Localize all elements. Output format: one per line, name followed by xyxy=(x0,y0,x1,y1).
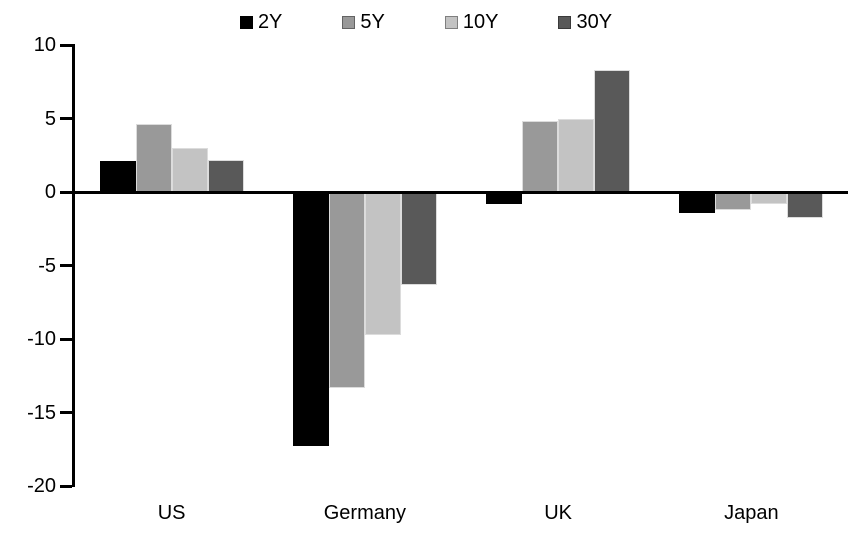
bar-germany-10y xyxy=(364,192,401,335)
legend: 2Y 5Y 10Y 30Y xyxy=(0,12,852,32)
legend-swatch-2y-icon xyxy=(239,15,253,29)
bar-japan-5y xyxy=(715,192,752,210)
legend-label-10y: 10Y xyxy=(462,11,499,33)
y-axis-tick xyxy=(60,337,72,341)
legend-item-30y: 30Y xyxy=(558,12,612,32)
y-axis-tick-label: 10 xyxy=(33,34,56,56)
zero-baseline xyxy=(75,190,848,194)
bar-us-2y xyxy=(99,161,136,192)
bar-japan-2y xyxy=(679,192,716,213)
legend-swatch-5y-icon xyxy=(342,15,356,29)
bar-uk-10y xyxy=(558,118,595,192)
y-axis-tick xyxy=(60,190,72,194)
bar-us-30y xyxy=(207,159,244,192)
legend-label-5y: 5Y xyxy=(360,11,385,33)
y-axis-tick-label: 5 xyxy=(44,107,56,130)
y-axis-tick xyxy=(60,264,72,267)
legend-item-5y: 5Y xyxy=(342,11,385,33)
bar-japan-30y xyxy=(787,192,824,219)
category-label-germany: Germany xyxy=(323,502,406,524)
category-label-us: US xyxy=(157,502,186,524)
legend-label-2y: 2Y xyxy=(257,11,283,33)
bar-germany-2y xyxy=(292,192,329,447)
bar-uk-30y xyxy=(594,69,631,192)
y-axis-line xyxy=(72,44,75,487)
y-axis-tick-label: 0 xyxy=(44,181,56,203)
y-axis-tick xyxy=(60,484,72,488)
bar-us-10y xyxy=(171,147,208,192)
y-axis-tick-label: -10 xyxy=(27,328,56,350)
bar-germany-30y xyxy=(400,192,437,285)
legend-item-2y: 2Y xyxy=(239,11,283,33)
bar-uk-5y xyxy=(522,121,559,192)
y-axis-tick xyxy=(60,43,72,47)
category-label-uk: UK xyxy=(544,502,573,524)
bar-uk-2y xyxy=(486,192,523,204)
bar-japan-10y xyxy=(751,192,788,204)
legend-swatch-10y-icon xyxy=(444,15,458,29)
category-label-japan: Japan xyxy=(724,502,779,524)
y-axis-tick-label: -20 xyxy=(27,475,56,497)
y-axis-tick-label: -5 xyxy=(38,254,56,277)
y-axis-tick xyxy=(60,117,72,120)
y-axis-tick xyxy=(60,411,72,414)
legend-item-10y: 10Y xyxy=(444,11,499,33)
legend-label-30y: 30Y xyxy=(576,11,613,33)
legend-swatch-30y-icon xyxy=(558,15,572,29)
bar-germany-5y xyxy=(328,192,365,388)
bar-us-5y xyxy=(135,124,172,192)
y-axis-tick-label: -15 xyxy=(27,401,56,424)
